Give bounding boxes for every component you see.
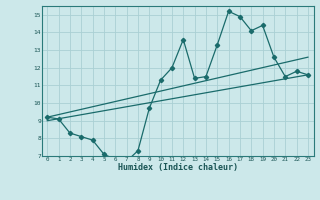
X-axis label: Humidex (Indice chaleur): Humidex (Indice chaleur) [118,163,237,172]
